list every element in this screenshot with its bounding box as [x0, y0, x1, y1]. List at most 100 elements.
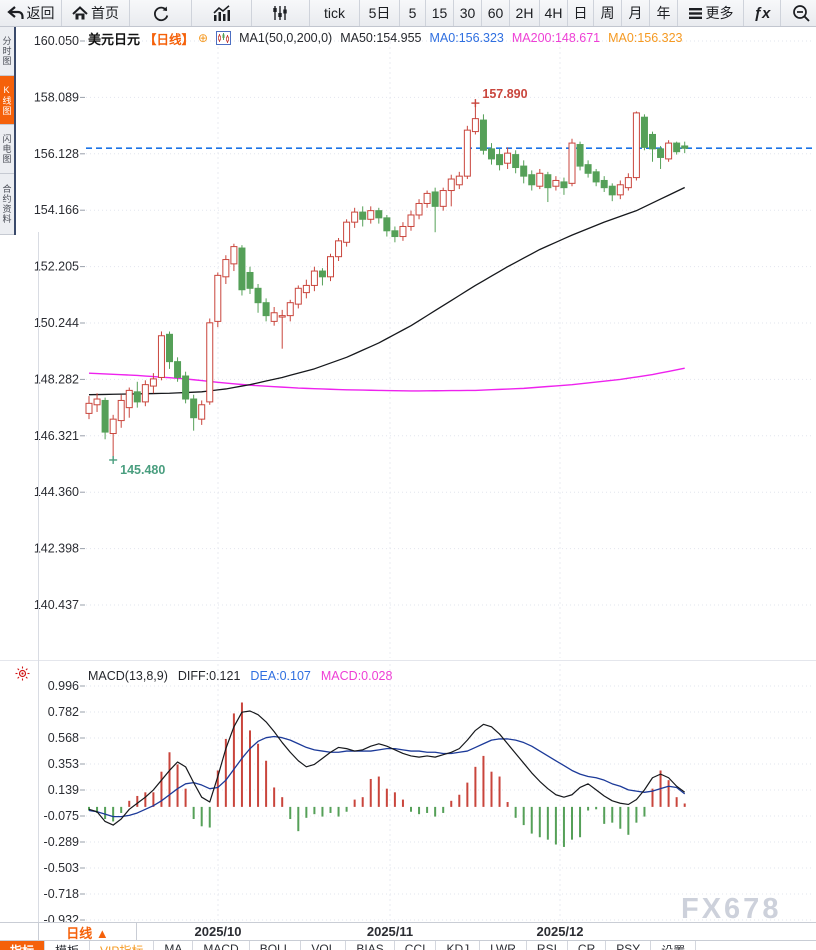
- toolbar-button-fx-icon[interactable]: ƒx: [744, 0, 781, 26]
- macd-y-tick: -0.075: [44, 809, 79, 823]
- toolbar-button-zoom-out-icon[interactable]: [781, 0, 816, 26]
- macd-header: MACD(13,8,9) DIFF:0.121 DEA:0.107 MACD:0…: [88, 668, 392, 683]
- macd-diff-value: DIFF:0.121: [177, 668, 241, 683]
- menu-icon: [688, 7, 703, 20]
- main-y-tick: 154.166: [34, 203, 79, 217]
- ma50-value: MA50:154.955: [340, 31, 422, 45]
- toolbar-button-label: 返回: [26, 5, 55, 21]
- macd-y-tick: 0.996: [48, 679, 79, 693]
- x-axis-label: 2025/12: [536, 924, 584, 939]
- toolbar-button-label: 5日: [368, 5, 391, 21]
- indicator-tab-模板[interactable]: 模板: [45, 941, 91, 950]
- main-y-tick: 160.050: [34, 34, 79, 48]
- toolbar-button-label: 5: [408, 5, 417, 21]
- macd-y-tick: 0.139: [48, 783, 79, 797]
- indicator-tab-KDJ[interactable]: KDJ: [436, 941, 481, 950]
- chart-type-sidebar: 分时图 K线图 闪电图 合约资料: [0, 27, 16, 235]
- sidebar-item-K线图[interactable]: K线图: [0, 76, 14, 125]
- fx678-watermark: FX678: [681, 893, 782, 925]
- toolbar-button-tick[interactable]: tick: [310, 0, 360, 26]
- toolbar-button-5日[interactable]: 5日: [360, 0, 400, 26]
- back-arrow-icon: [6, 5, 24, 21]
- indicator-tab-MA[interactable]: MA: [154, 941, 194, 950]
- toolbar-button-月[interactable]: 月: [622, 0, 650, 26]
- period-badge: 【日线】: [144, 32, 195, 47]
- toolbar-button-menu-icon[interactable]: 更多: [678, 0, 744, 26]
- indicator-tab-CR[interactable]: CR: [568, 941, 607, 950]
- indicator-tab-PSY[interactable]: PSY: [606, 941, 652, 950]
- toolbar-button-周[interactable]: 周: [594, 0, 622, 26]
- refresh-icon: [152, 5, 170, 22]
- toolbar-button-label: 月: [628, 5, 643, 21]
- main-y-tick: 150.244: [34, 316, 79, 330]
- toolbar-button-label: 30: [459, 5, 476, 21]
- period-selector[interactable]: 日线 ▲: [38, 923, 137, 941]
- sidebar-item-闪电图[interactable]: 闪电图: [0, 125, 14, 174]
- main-y-tick: 144.360: [34, 485, 79, 499]
- indicator-tab-RSI[interactable]: RSI: [527, 941, 568, 950]
- indicator-tab-BOLL[interactable]: BOLL: [250, 941, 302, 950]
- main-chart-header: 美元日元 【日线】 ⊕ MA1(50,0,200,0) MA50:154.955…: [88, 30, 683, 47]
- macd-macd-value: MACD:0.028: [320, 668, 393, 683]
- toolbar-button-label: 60: [487, 5, 504, 21]
- indicator-tab-VOL[interactable]: VOL: [301, 941, 347, 950]
- bottom-tabbar: 指标模板VIP指标MAMACDBOLLVOLBIASCCIKDJLWRRSICR…: [0, 941, 816, 950]
- top-toolbar: 返回 首页 tick 5日 5 15 30 60 2H 4H 日周月年 更多 ƒx: [0, 0, 816, 27]
- toolbar-button-label: 周: [600, 5, 615, 21]
- symbol-name: 美元日元: [88, 31, 141, 47]
- macd-y-tick: -0.289: [44, 835, 79, 849]
- ma200-value: MA200:148.671: [511, 31, 601, 45]
- macd-y-tick: 0.353: [48, 757, 79, 771]
- indicator-tab-VIP指标[interactable]: VIP指标: [90, 941, 155, 950]
- indicator-settings-icon[interactable]: [15, 666, 30, 681]
- indicator-tab-MACD[interactable]: MACD: [193, 941, 250, 950]
- toolbar-button-年[interactable]: 年: [650, 0, 678, 26]
- toolbar-button-label: 更多: [705, 5, 734, 21]
- toolbar-button-15[interactable]: 15: [426, 0, 454, 26]
- indicator-tab-BIAS[interactable]: BIAS: [346, 941, 395, 950]
- toolbar-button-30[interactable]: 30: [454, 0, 482, 26]
- indicator-tab-设置[interactable]: 设置: [651, 941, 697, 950]
- toolbar-button-60[interactable]: 60: [482, 0, 510, 26]
- macd-y-tick: -0.503: [44, 861, 79, 875]
- toolbar-button-back-arrow-icon[interactable]: 返回: [0, 0, 62, 26]
- trend-chart-icon: [212, 5, 232, 21]
- left-panel-divider: [38, 232, 39, 941]
- toolbar-button-label: 日: [573, 5, 588, 21]
- toolbar-button-日[interactable]: 日: [568, 0, 594, 26]
- macd-title: MACD(13,8,9): [88, 668, 168, 683]
- toolbar-button-2H[interactable]: 2H: [510, 0, 540, 26]
- macd-y-tick: 0.782: [48, 705, 79, 719]
- indicator-tab-指标[interactable]: 指标: [0, 941, 46, 950]
- candle-slider-icon: [272, 5, 290, 21]
- main-y-tick: 158.089: [34, 90, 79, 104]
- price-annotation: 145.480: [120, 463, 165, 477]
- sidebar-item-合约资料[interactable]: 合约资料: [0, 174, 14, 235]
- toolbar-button-trend-chart-icon[interactable]: [192, 0, 252, 26]
- tabs-inner: 指标模板VIP指标MAMACDBOLLVOLBIASCCIKDJLWRRSICR…: [0, 941, 816, 950]
- toolbar-button-4H[interactable]: 4H: [540, 0, 568, 26]
- indicator-tab-CCI[interactable]: CCI: [395, 941, 437, 950]
- toolbar-button-home-icon[interactable]: 首页: [62, 0, 130, 26]
- ma-settings-label: MA1(50,0,200,0): [239, 31, 333, 45]
- ma0-orange-value: MA0:156.323: [608, 31, 683, 45]
- main-y-tick: 146.321: [34, 429, 79, 443]
- toolbar-button-label: 年: [656, 5, 671, 21]
- toolbar-button-label: 2H: [515, 5, 534, 21]
- add-indicator-icon[interactable]: ⊕: [198, 31, 209, 45]
- main-y-tick: 142.398: [34, 542, 79, 556]
- sidebar-item-分时图[interactable]: 分时图: [0, 27, 14, 76]
- toolbar-button-5[interactable]: 5: [400, 0, 426, 26]
- mini-candle-chart-icon[interactable]: [216, 31, 232, 45]
- toolbar-button-candle-slider-icon[interactable]: [252, 0, 310, 26]
- main-y-tick: 156.128: [34, 147, 79, 161]
- fx-icon: ƒx: [753, 4, 771, 22]
- macd-dea-value: DEA:0.107: [250, 668, 311, 683]
- toolbar-button-label: 4H: [544, 5, 563, 21]
- toolbar-button-label: 首页: [91, 5, 119, 21]
- toolbar-button-refresh-icon[interactable]: [130, 0, 192, 26]
- toolbar-button-label: 15: [431, 5, 448, 21]
- indicator-tab-LWR[interactable]: LWR: [480, 941, 527, 950]
